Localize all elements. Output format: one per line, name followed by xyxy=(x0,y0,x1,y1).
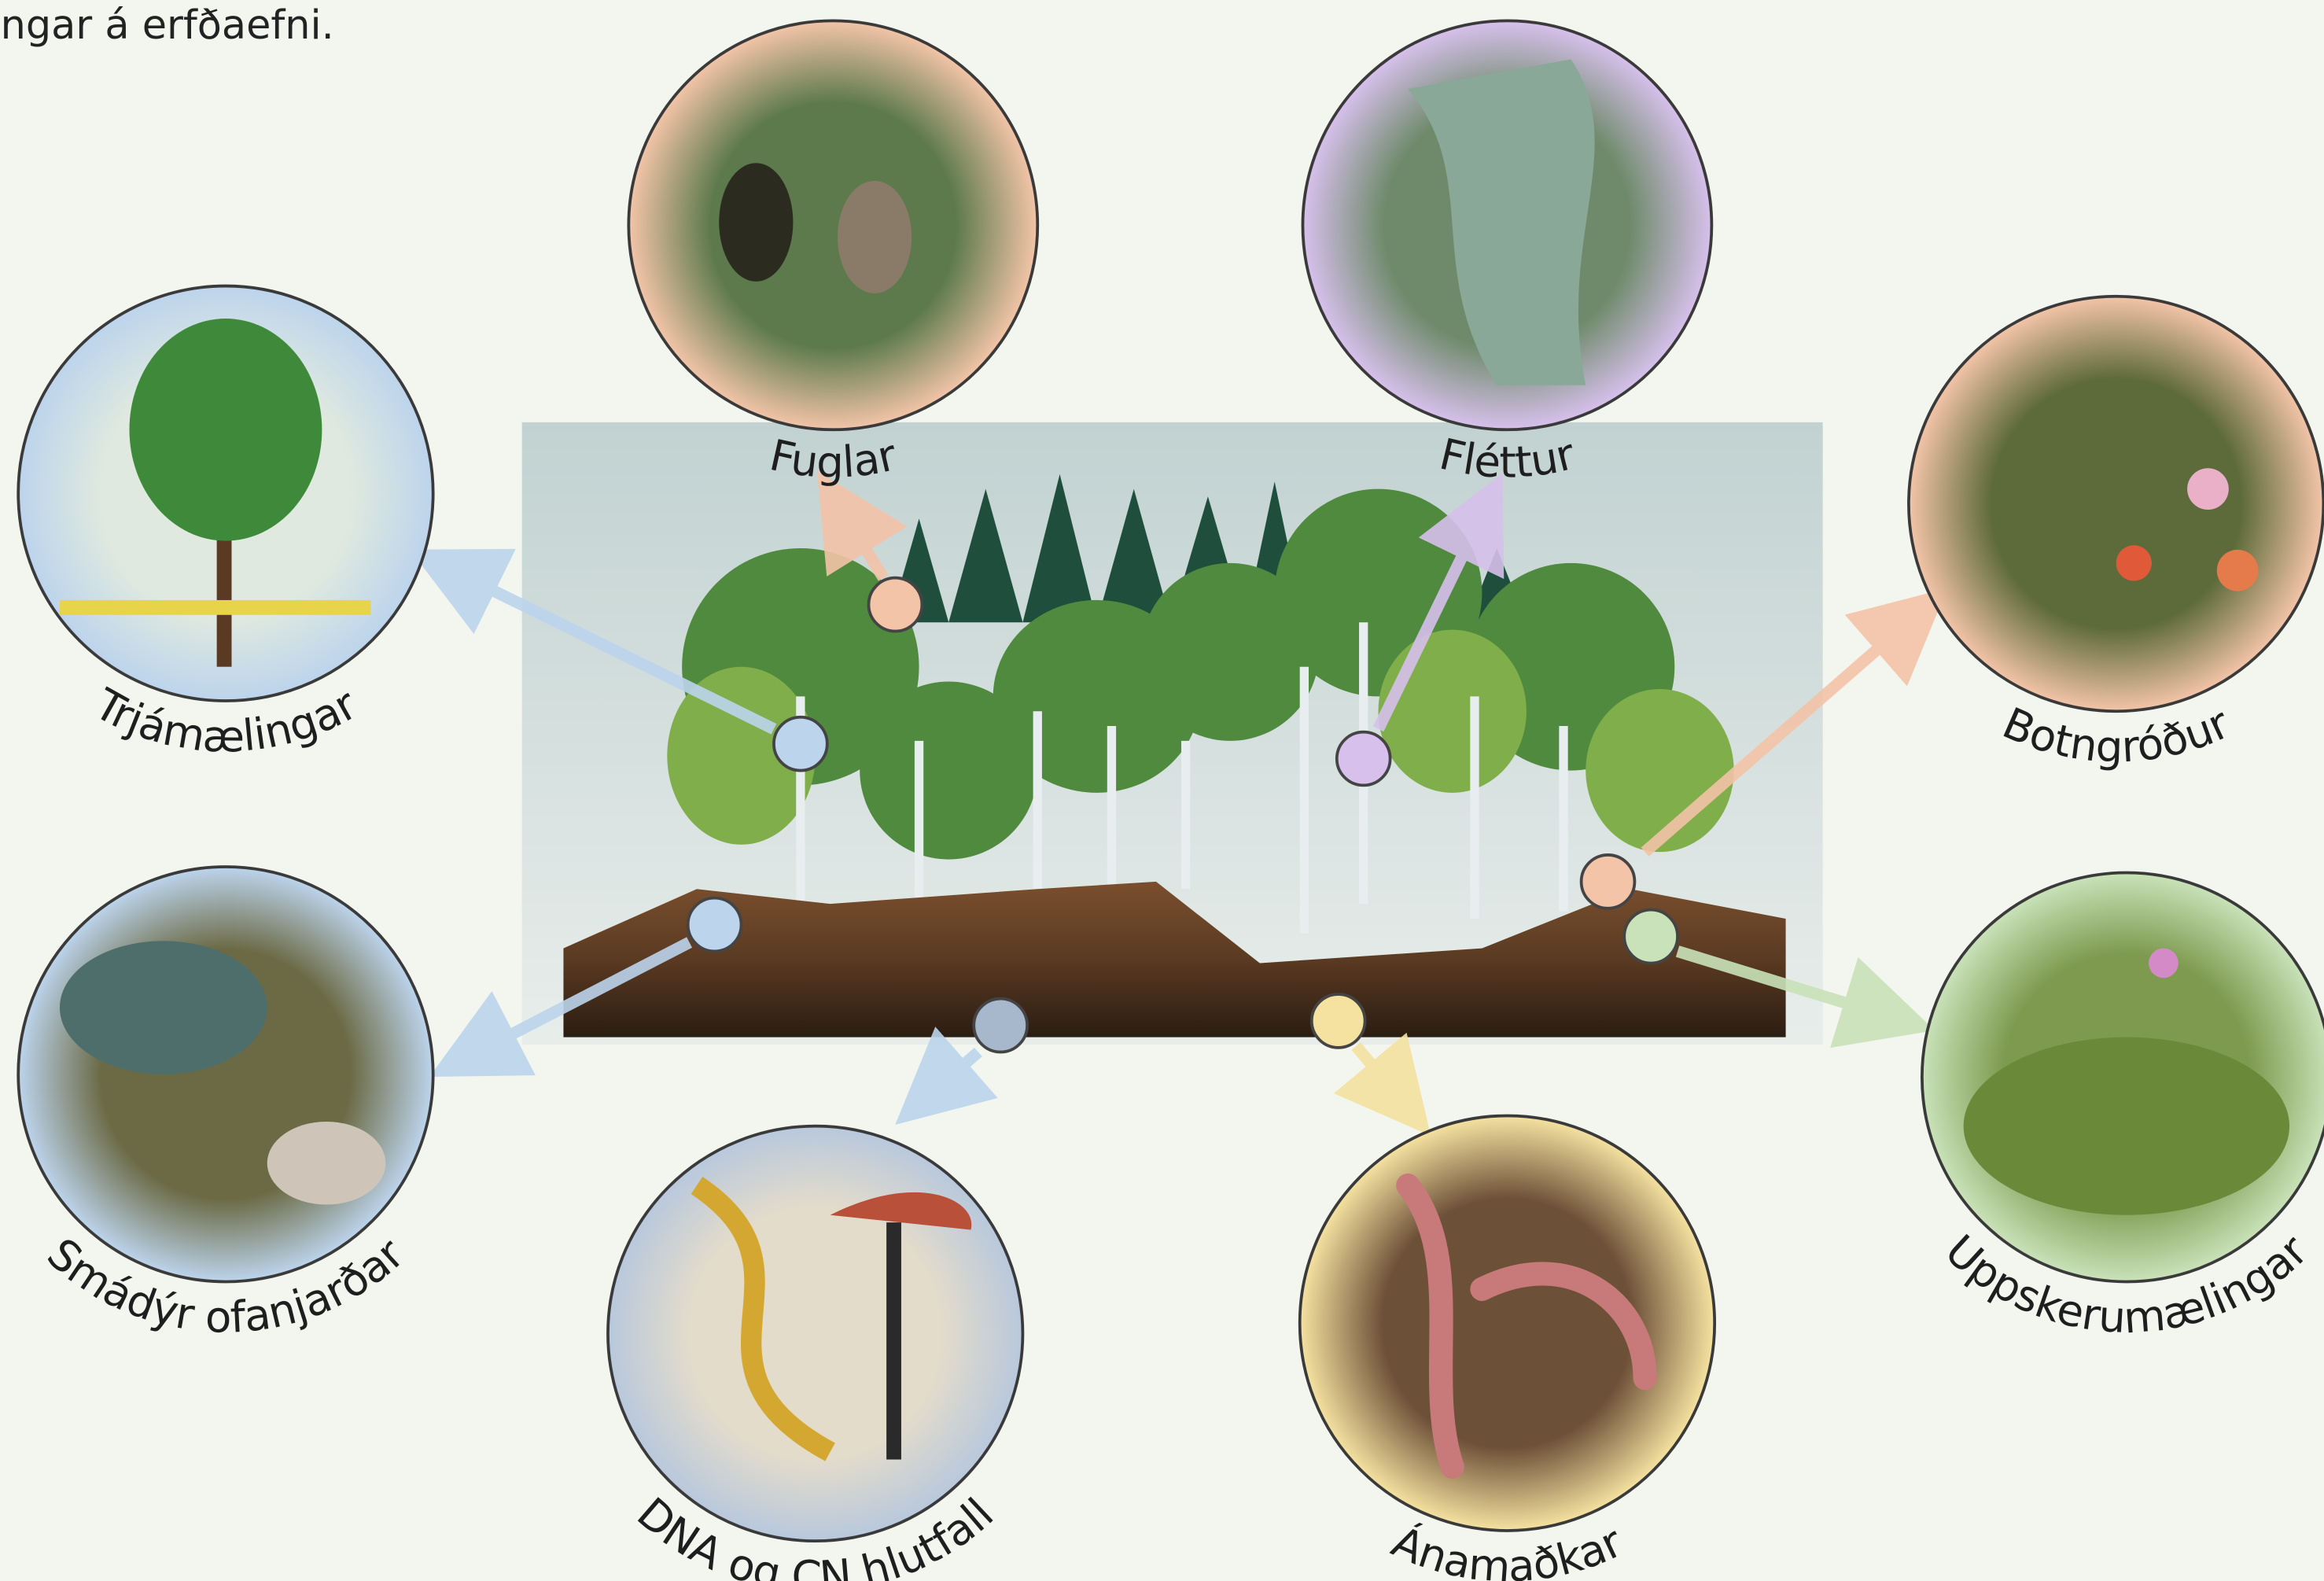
header-text: ngar á erfðaefni. xyxy=(1,2,334,48)
diagram: ngar á erfðaefni. xyxy=(0,0,2324,1581)
node-label-text: Fuglar xyxy=(765,429,901,488)
node-label: Fléttur xyxy=(1435,429,1580,488)
node-label: Fuglar xyxy=(765,429,901,488)
node-label-text: Fléttur xyxy=(1435,429,1580,488)
page: {"header":{"text":"ngar á erfðaefni."}, … xyxy=(0,0,2324,1581)
